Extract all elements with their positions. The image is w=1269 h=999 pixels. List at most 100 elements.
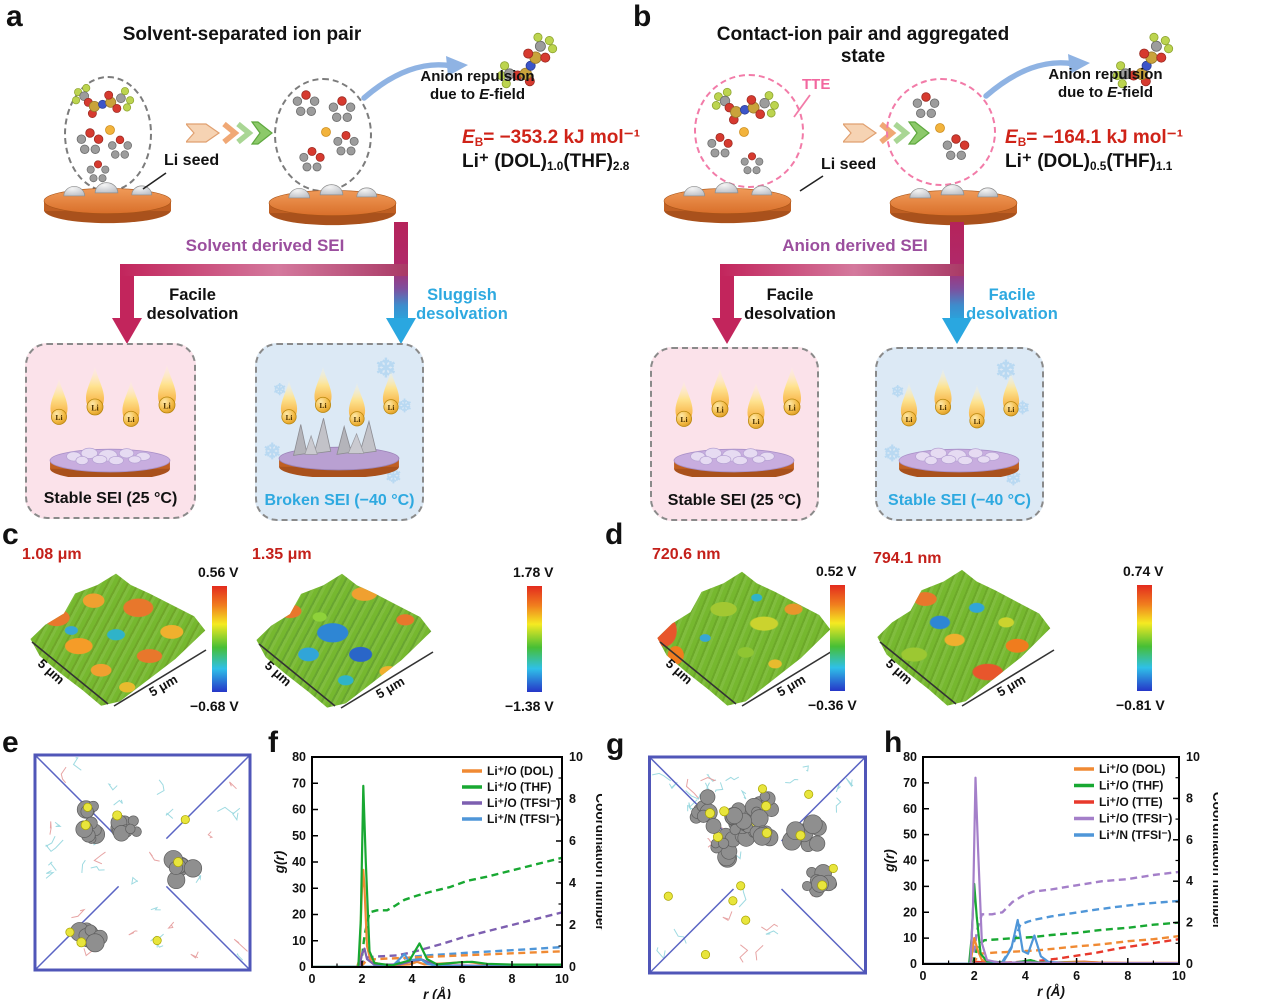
svg-text:6: 6 (1073, 969, 1080, 983)
facile-b-left-line1: Facile (766, 286, 814, 304)
caption-stable-sei-25-b: Stable SEI (25 °C) (667, 492, 802, 509)
solvation-shell-cip-after (886, 78, 996, 186)
formula-b-seg2: (THF) (1106, 151, 1156, 172)
branch-arrows-b (712, 222, 972, 344)
panel-d-letter: d (605, 518, 624, 551)
svg-text:40: 40 (903, 854, 917, 868)
li-seed-label-b: Li seed (821, 156, 877, 173)
snowflake-icon: ❄ (891, 384, 905, 401)
formula-b-sub2: 1.1 (1155, 159, 1173, 173)
svg-text:60: 60 (903, 802, 917, 816)
roughness-label-c1: 1.08 μm (22, 546, 82, 563)
formula-b-sub1: 0.5 (1089, 159, 1107, 173)
afm-surface-c1 (30, 573, 206, 706)
svg-text:0: 0 (910, 957, 917, 971)
panel-g-letter: g (606, 728, 625, 761)
svg-text:2: 2 (971, 969, 978, 983)
panel-c-letter: c (2, 518, 19, 551)
svg-text:30: 30 (903, 879, 917, 893)
svg-text:Li⁺/O (DOL): Li⁺/O (DOL) (487, 764, 553, 778)
sei-disc-a-left (49, 447, 171, 477)
anion-note-b-field: -field (1117, 83, 1154, 101)
svg-text:30: 30 (292, 881, 306, 895)
solvation-shell-ssip-before (64, 76, 152, 192)
svg-text:8: 8 (1186, 791, 1193, 805)
anion-note-b-due: due to (1057, 83, 1108, 101)
panel-h-letter: h (884, 726, 903, 759)
svg-text:10: 10 (555, 972, 569, 986)
facile-a-line2: desolvation (146, 304, 239, 323)
snowflake-icon: ❄ (883, 441, 902, 466)
solvation-formula-b: Li⁺ (DOL)0.5(THF)1.1 (1005, 150, 1172, 173)
afm-surface-d1 (657, 571, 831, 706)
stable-sei-box-b-right: ❄ ❄ ❄ ❄ ❄ Stable SEI (−40 °C) (875, 347, 1044, 521)
svg-text:0: 0 (1186, 957, 1193, 971)
colorbar-d2-min: −0.81 V (1116, 697, 1165, 713)
sei-disc-b-left (673, 447, 795, 477)
svg-text:10: 10 (1186, 750, 1200, 764)
svg-text:Coordination number: Coordination number (593, 793, 602, 931)
molecules-cip-after (912, 92, 970, 161)
eb-b-sub: B (1017, 135, 1027, 149)
svg-text:2: 2 (1186, 916, 1193, 930)
formula-a-sub1: 1.0 (546, 159, 564, 173)
afm-surface-d2 (877, 569, 1051, 706)
solvation-shell-cip-before (694, 74, 804, 188)
tte-label: TTE (802, 76, 831, 93)
svg-text:Li⁺/O (TFSI⁻): Li⁺/O (TFSI⁻) (487, 796, 560, 810)
afm-map-c1: 1.08 μm 5 μm 5 μm 0.56 V −0.68 V (18, 542, 248, 716)
anion-note-a-field: -field (489, 85, 526, 103)
facile-desolvation-label-b-left: Facile desolvation (740, 286, 840, 324)
svg-text:2: 2 (569, 918, 576, 932)
svg-text:Li⁺/N (TFSI⁻): Li⁺/N (TFSI⁻) (1099, 828, 1172, 842)
sei-disc-b-right (898, 447, 1020, 477)
afm-map-c2: 1.35 μm 5 μm 5 μm 1.78 V −1.38 V (247, 542, 567, 716)
svg-text:40: 40 (292, 855, 306, 869)
svg-text:Coordination number: Coordination number (1210, 792, 1218, 930)
svg-text:70: 70 (292, 776, 306, 790)
eb-a-symbol: E (462, 127, 475, 148)
facile-b-right-line1: Facile (988, 286, 1036, 304)
stable-sei-box-b-left: Stable SEI (25 °C) (650, 347, 819, 521)
colorbar-d1-min: −0.36 V (808, 697, 857, 713)
svg-text:0: 0 (299, 960, 306, 974)
branch-arrows-a (112, 222, 416, 344)
svg-text:8: 8 (509, 972, 516, 986)
svg-text:6: 6 (569, 834, 576, 848)
svg-text:80: 80 (292, 750, 306, 764)
tte-pointer (793, 94, 811, 118)
svg-text:Li⁺/N (TFSI⁻): Li⁺/N (TFSI⁻) (487, 812, 560, 826)
formula-a-seg2: (THF) (563, 151, 613, 172)
roughness-label-d1: 720.6 nm (652, 546, 721, 563)
colorbar-c2 (527, 586, 542, 692)
svg-text:60: 60 (292, 803, 306, 817)
binding-energy-a: EB= −353.2 kJ mol⁻¹ (462, 126, 640, 149)
svg-text:0: 0 (569, 960, 576, 974)
svg-text:r (Å): r (Å) (1037, 984, 1065, 999)
li-seed-label-a: Li seed (164, 152, 220, 169)
broken-sei-box-a: ❄ ❄ ❄ ❄ ❄ Broken SEI (−40 °C) (255, 343, 424, 521)
svg-text:6: 6 (459, 972, 466, 986)
anion-note-a-due: due to (429, 85, 480, 103)
svg-text:Li⁺/O (TFSI⁻): Li⁺/O (TFSI⁻) (1099, 812, 1172, 826)
copper-disc-a2 (267, 180, 398, 228)
axis-label-d1-right: 5 μm (774, 671, 809, 700)
anion-note-b-e: E (1107, 83, 1118, 101)
svg-text:20: 20 (903, 905, 917, 919)
svg-text:4: 4 (1186, 874, 1193, 888)
sluggish-desolvation-label-a: Sluggish desolvation (412, 286, 512, 324)
copper-disc-b2 (888, 180, 1019, 228)
svg-text:Li⁺/O (THF): Li⁺/O (THF) (1099, 779, 1163, 793)
colorbar-d2 (1137, 585, 1152, 691)
md-simulation-box-g (648, 755, 867, 975)
broken-sei-disc-a (278, 417, 400, 477)
colorbar-c1-min: −0.68 V (190, 698, 239, 714)
li-seed-pointer-a (142, 172, 167, 190)
svg-text:Li⁺/O (THF): Li⁺/O (THF) (487, 780, 551, 794)
derived-sei-label-b: Anion derived SEI (782, 236, 928, 255)
facile-b-right-line2: desolvation (966, 304, 1058, 323)
li-seed-pointer-b (799, 175, 824, 192)
snowflake-icon: ❄ (263, 439, 282, 464)
